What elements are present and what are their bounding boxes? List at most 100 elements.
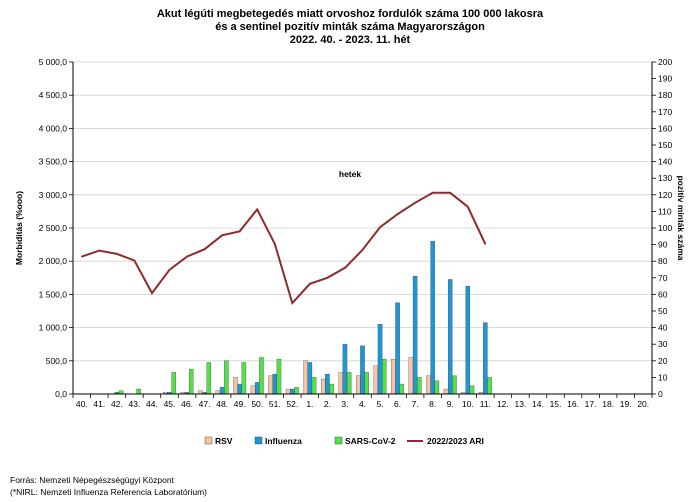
x-tick-label: 47. (199, 399, 211, 409)
right-tick-label: 70 (658, 273, 668, 283)
bar-influenza (430, 241, 435, 395)
x-axis-ticks: 40. 41. 42. 43. 44. 45. 46. 47. 48. 49. 50. 51. 52. 1… (72, 394, 653, 409)
legend-item: 2022/2023 ARI (407, 436, 484, 446)
legend-label: 2022/2023 ARI (427, 436, 484, 446)
x-tick-label: 52. (286, 399, 298, 409)
right-tick-label: 160 (658, 123, 672, 133)
y-axis-right-label: pozitív minták száma (676, 175, 686, 260)
series-line (81, 191, 487, 305)
line-point (484, 243, 487, 245)
bar-rsv (303, 360, 308, 395)
legend-item: SARS-CoV-2 (334, 436, 396, 446)
x-tick-label: 41. (93, 399, 105, 409)
line-point (273, 243, 276, 245)
line-point (326, 277, 329, 279)
chart-title: Akut légúti megbetegedés miatt orvoshoz … (157, 8, 544, 46)
x-tick-label: 20. (637, 399, 649, 409)
gridlines (73, 61, 652, 395)
bar-influenza (237, 383, 242, 395)
bar-influenza (360, 345, 365, 395)
line-point (414, 201, 416, 204)
x-tick-label: 16. (567, 399, 579, 409)
bar-sars-cov-2 (469, 385, 475, 395)
x-tick-label: 4. (359, 399, 366, 409)
legend-label: SARS-CoV-2 (345, 436, 396, 446)
legend-label: RSV (215, 436, 233, 446)
bar-rsv (338, 372, 344, 395)
bar-sars-cov-2 (487, 377, 492, 395)
bar-sars-cov-2 (399, 383, 405, 395)
x-tick-label: 7. (412, 399, 419, 409)
bar-sars-cov-2 (241, 362, 247, 395)
source-line-1: Forrás: Nemzeti Népegészségügyi Központ (10, 475, 174, 485)
legend-swatch (254, 436, 263, 445)
right-tick-label: 20 (658, 356, 668, 366)
x-tick-label: 44. (146, 399, 158, 409)
source-line-2: (*NIRL: Nemzeti Influenza Referencia Lab… (10, 487, 208, 497)
right-tick-label: 140 (658, 157, 672, 167)
bar-rsv (250, 385, 256, 395)
bar-sars-cov-2 (311, 377, 317, 395)
bar-influenza (342, 344, 348, 395)
right-tick-label: 150 (658, 140, 672, 150)
line-point (116, 253, 118, 255)
legend-swatch (204, 436, 213, 445)
bars (114, 241, 492, 395)
line-point (431, 192, 434, 194)
line-point (361, 249, 364, 251)
line-point (379, 226, 381, 229)
left-tick-label: 500,0 (46, 356, 68, 366)
x-tick-label: 17. (585, 399, 597, 409)
left-tick-label: 4 000,0 (39, 123, 68, 133)
line-point (238, 230, 241, 233)
left-tick-label: 3 000,0 (39, 190, 68, 200)
x-tick-label: 6. (394, 399, 401, 409)
title-line: és a sentinel pozitív minták száma Magya… (215, 21, 485, 33)
left-tick-label: 0,0 (55, 389, 67, 399)
x-tick-label: 42. (111, 399, 123, 409)
line-point (449, 192, 452, 194)
line-point (168, 269, 171, 271)
legend-item: RSV (204, 436, 233, 446)
left-tick-label: 1 500,0 (39, 289, 68, 299)
bar-influenza (465, 285, 471, 395)
bar-sars-cov-2 (171, 372, 176, 395)
bar-sars-cov-2 (434, 380, 440, 395)
right-tick-label: 90 (658, 240, 668, 250)
left-tick-label: 4 500,0 (39, 90, 68, 100)
right-tick-label: 60 (658, 289, 668, 299)
bar-sars-cov-2 (452, 375, 457, 395)
bar-influenza (254, 382, 260, 395)
x-tick-label: 51. (269, 399, 281, 409)
bar-rsv (391, 358, 396, 395)
bar-sars-cov-2 (224, 360, 229, 395)
bar-sars-cov-2 (417, 377, 422, 395)
x-tick-label: 12. (497, 399, 509, 409)
line-point (133, 259, 136, 262)
x-tick-label: 18. (602, 399, 614, 409)
right-tick-label: 50 (658, 306, 668, 316)
ari-line (80, 191, 487, 305)
x-tick-label: 19. (620, 399, 632, 409)
left-tick-label: 3 500,0 (39, 157, 68, 167)
right-tick-label: 190 (658, 74, 672, 84)
title-line: 2022. 40. - 2023. 11. hét (290, 34, 411, 46)
line-point (344, 267, 346, 269)
left-tick-label: 2 000,0 (39, 256, 68, 266)
left-tick-label: 2 500,0 (39, 223, 68, 233)
x-tick-label: 15. (550, 399, 562, 409)
left-axis-ticks: 0,0 500,0 1 000,0 1 500,0 2 000,0 2 500,0 3 00… (39, 57, 73, 399)
x-tick-label: 10. (462, 399, 474, 409)
right-tick-label: 100 (658, 223, 672, 233)
right-tick-label: 10 (658, 372, 668, 382)
x-tick-label: 13. (514, 399, 526, 409)
x-tick-label: 46. (181, 399, 193, 409)
line-point (203, 248, 206, 251)
bar-influenza (219, 387, 225, 395)
line-point (396, 213, 399, 215)
bar-rsv (373, 365, 379, 395)
bar-influenza (447, 279, 453, 395)
line-point (291, 302, 294, 304)
bar-influenza (325, 373, 330, 395)
